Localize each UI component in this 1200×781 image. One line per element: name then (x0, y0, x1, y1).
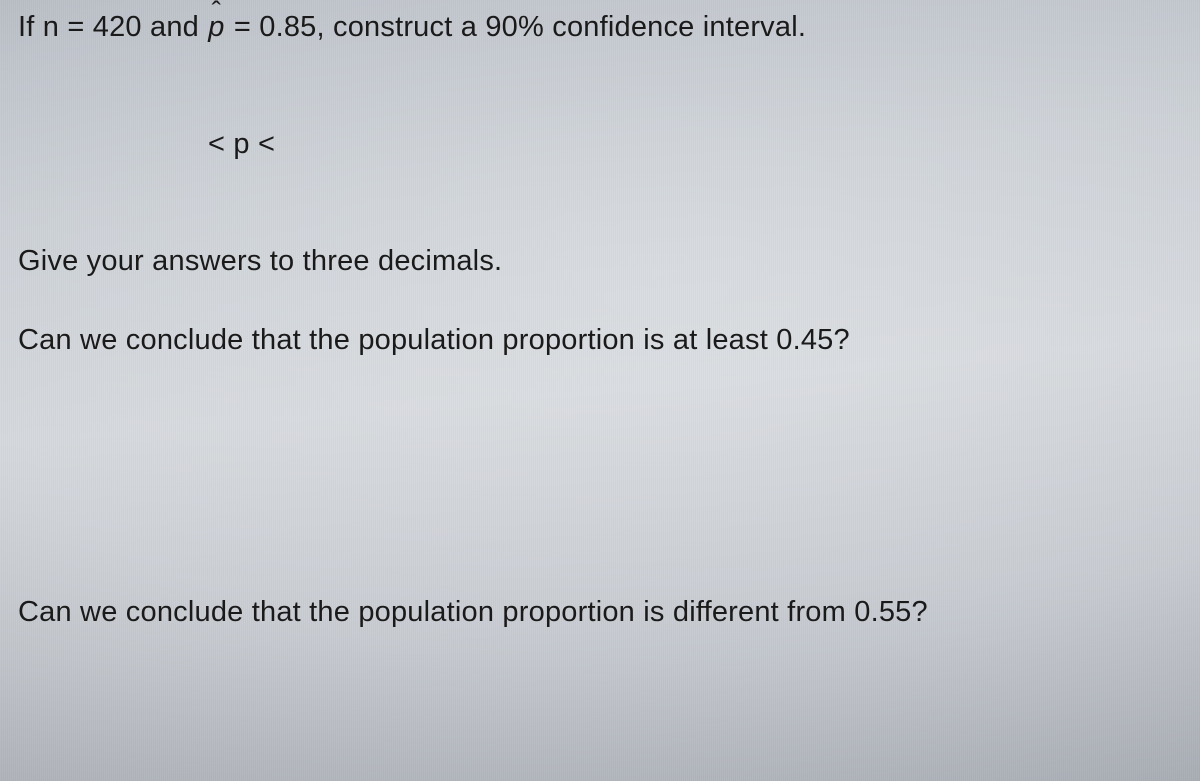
q2-value: 0.55 (854, 596, 911, 628)
instruction-text: Give your answers to three decimals. (18, 245, 502, 277)
interval-expression: < p < (18, 125, 1182, 164)
confidence-level: 90% (485, 11, 544, 43)
text-mid: and (142, 11, 208, 43)
text-prefix: If n = (18, 11, 93, 43)
interval-text: < p < (208, 128, 275, 160)
q1-prefix: Can we conclude that the population prop… (18, 324, 776, 356)
p-hat-value: 0.85 (259, 11, 316, 43)
q2-prefix: Can we conclude that the population prop… (18, 596, 854, 628)
q2-suffix: ? (912, 596, 928, 628)
question-1: Can we conclude that the population prop… (18, 321, 1182, 360)
question-2: Can we conclude that the population prop… (18, 593, 1182, 632)
decimals-instruction: Give your answers to three decimals. (18, 242, 1182, 281)
question-line-1: If n = 420 and p = 0.85, construct a 90%… (18, 8, 1182, 47)
text-suffix: , construct a (317, 11, 486, 43)
q1-value: 0.45 (776, 324, 833, 356)
p-hat-symbol: p (207, 8, 225, 47)
q1-suffix: ? (833, 324, 849, 356)
text-eq: = (226, 11, 260, 43)
n-value: 420 (93, 11, 142, 43)
text-tail: confidence interval. (544, 11, 806, 43)
